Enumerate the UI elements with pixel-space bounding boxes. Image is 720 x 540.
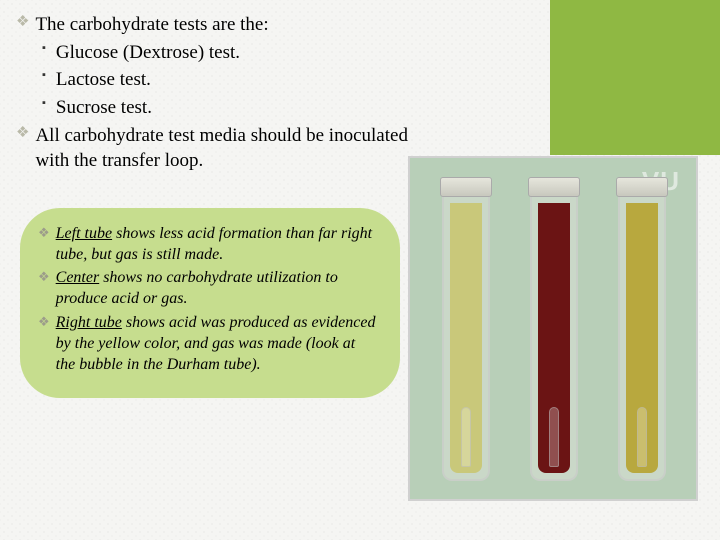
bullet-text: Glucose (Dextrose) test. [56, 40, 240, 66]
diamond-bullet-icon: ❖ [16, 123, 29, 144]
test-tubes-image: VU [408, 156, 698, 501]
durham-tube [549, 407, 559, 467]
test-tube [618, 181, 666, 481]
tube-cap [616, 177, 668, 197]
durham-tube [637, 407, 647, 467]
list-item: ❖ All carbohydrate test media should be … [16, 123, 416, 174]
tube-cap [440, 177, 492, 197]
callout-box: ❖ Left tube shows less acid formation th… [20, 208, 400, 399]
callout-item: ❖ Right tube shows acid was produced as … [38, 313, 378, 375]
callout-text: Left tube shows less acid formation than… [56, 224, 378, 266]
diamond-bullet-icon: ❖ [38, 224, 50, 242]
list-item: ❖ The carbohydrate tests are the: [16, 12, 416, 38]
diamond-bullet-icon: ❖ [16, 12, 29, 33]
diamond-bullet-icon: ❖ [38, 313, 50, 331]
list-item: ▪ Glucose (Dextrose) test. [16, 40, 416, 66]
corner-accent-block [550, 0, 720, 155]
list-item: ▪ Sucrose test. [16, 95, 416, 121]
slide: ❖ The carbohydrate tests are the: ▪ Gluc… [0, 0, 720, 540]
list-item: ▪ Lactose test. [16, 67, 416, 93]
callout-item: ❖ Center shows no carbohydrate utilizati… [38, 268, 378, 310]
bullet-text: Sucrose test. [56, 95, 152, 121]
test-tube [530, 181, 578, 481]
square-bullet-icon: ▪ [42, 67, 46, 85]
durham-tube [461, 407, 471, 467]
callout-list: ❖ Left tube shows less acid formation th… [38, 224, 378, 376]
bullet-text: Lactose test. [56, 67, 151, 93]
main-content: ❖ The carbohydrate tests are the: ▪ Gluc… [16, 12, 416, 398]
tube-cap [528, 177, 580, 197]
test-tube [442, 181, 490, 481]
bullet-text: All carbohydrate test media should be in… [35, 123, 416, 174]
square-bullet-icon: ▪ [42, 40, 46, 58]
callout-item: ❖ Left tube shows less acid formation th… [38, 224, 378, 266]
square-bullet-icon: ▪ [42, 95, 46, 113]
callout-text: Right tube shows acid was produced as ev… [56, 313, 378, 375]
diamond-bullet-icon: ❖ [38, 268, 50, 286]
top-bullet-list: ❖ The carbohydrate tests are the: ▪ Gluc… [16, 12, 416, 174]
callout-text: Center shows no carbohydrate utilization… [56, 268, 378, 310]
bullet-text: The carbohydrate tests are the: [35, 12, 268, 38]
